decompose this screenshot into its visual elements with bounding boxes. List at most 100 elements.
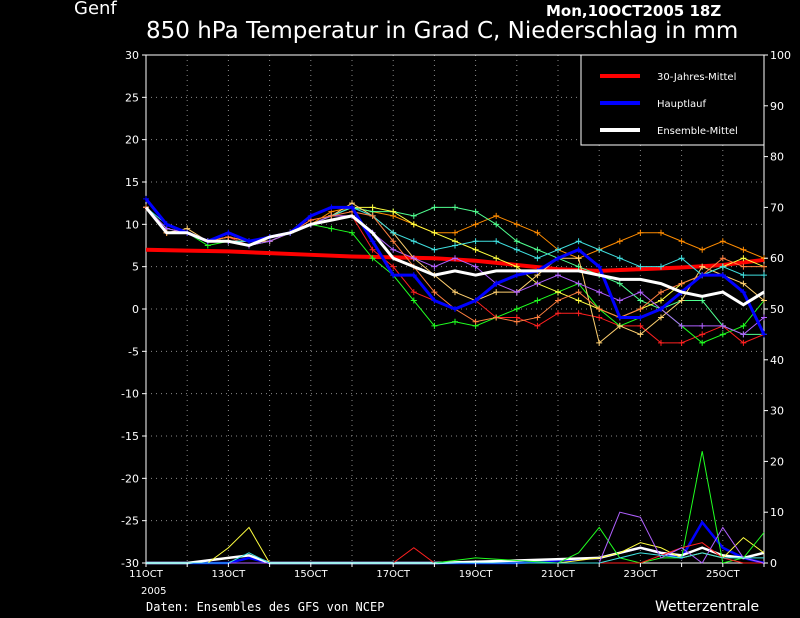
x-tick-label: 17OCT xyxy=(376,569,411,580)
temp-point xyxy=(390,238,397,245)
temp-point xyxy=(740,289,747,296)
temp-point xyxy=(472,246,479,253)
y-tick-label-left: -25 xyxy=(121,515,139,528)
y-tick-label-left: 10 xyxy=(125,218,139,231)
temp-point xyxy=(637,229,644,236)
temp-point xyxy=(493,280,500,287)
temp-point xyxy=(493,221,500,228)
temp-point xyxy=(493,255,500,262)
y-tick-label-right: 90 xyxy=(770,100,784,113)
temp-point xyxy=(328,204,335,211)
temp-point xyxy=(761,263,767,270)
temp-point xyxy=(410,297,417,304)
y-tick-label-right: 80 xyxy=(770,151,784,164)
temp-point xyxy=(431,246,438,253)
temp-point xyxy=(555,297,561,304)
temp-point xyxy=(616,280,623,287)
temp-point xyxy=(534,314,541,321)
y-tick-label-left: 30 xyxy=(125,49,139,62)
temp-point xyxy=(678,280,685,287)
temp-point xyxy=(431,289,438,296)
temp-point xyxy=(534,280,541,287)
brand-label: Wetterzentrale xyxy=(655,599,760,615)
temp-point xyxy=(410,238,417,245)
temp-point xyxy=(699,263,706,270)
temp-point xyxy=(596,289,603,296)
y-tick-label-right: 50 xyxy=(770,303,784,316)
temp-point xyxy=(513,221,520,228)
temp-point xyxy=(678,255,685,262)
temp-point xyxy=(616,255,623,262)
temp-point xyxy=(761,331,767,338)
temp-point xyxy=(534,246,541,253)
temp-point xyxy=(163,221,170,228)
y-tick-label-left: 5 xyxy=(132,261,139,274)
axes-layer: -30 -25 -20 -15 -10 -5 0 5 10 15 20 25 30 0 10 20 30 40 50… xyxy=(121,49,791,580)
temp-point xyxy=(369,246,376,253)
temp-point xyxy=(740,263,747,270)
temp-point xyxy=(719,263,726,270)
temp-point xyxy=(534,255,541,262)
temp-point xyxy=(719,238,726,245)
temp-point xyxy=(637,289,644,296)
temp-point xyxy=(390,246,397,253)
temp-point xyxy=(616,238,623,245)
temp-point xyxy=(410,289,417,296)
temp-point xyxy=(390,208,397,215)
temp-series xyxy=(143,195,767,338)
temp-point xyxy=(513,246,520,253)
chart-title: 850 hPa Temperatur in Grad C, Niederschl… xyxy=(146,18,739,44)
temp-point xyxy=(431,229,438,236)
temp-point xyxy=(349,229,355,236)
temp-point xyxy=(513,238,520,245)
temp-point xyxy=(410,255,417,262)
temp-point xyxy=(513,318,520,325)
x-tick-label: 25OCT xyxy=(706,569,741,580)
temp-point xyxy=(472,238,479,245)
y-tick-label-left: -30 xyxy=(121,557,139,570)
temp-point xyxy=(575,297,582,304)
x-tick-label: 13OCT xyxy=(212,569,247,580)
temp-point xyxy=(719,255,726,262)
temp-point xyxy=(410,212,417,219)
temp-point xyxy=(699,331,706,338)
x-tick-label: 11OCT xyxy=(129,569,164,580)
y-tick-label-right: 60 xyxy=(770,252,784,265)
temp-point xyxy=(678,322,685,329)
temp-point xyxy=(740,331,747,338)
temp-point xyxy=(431,297,438,304)
temp-point xyxy=(369,255,376,262)
temp-point xyxy=(719,331,726,338)
temp-point xyxy=(719,322,726,329)
temp-point xyxy=(513,272,520,279)
temp-point xyxy=(699,246,706,253)
temp-point xyxy=(699,297,706,304)
temp-point xyxy=(637,331,644,338)
temp-point xyxy=(740,280,747,287)
temp-point xyxy=(452,255,458,262)
temp-point xyxy=(678,297,685,304)
temp-point xyxy=(493,212,500,219)
temp-point xyxy=(390,272,397,279)
temp-point xyxy=(452,318,458,325)
temp-point xyxy=(699,272,706,279)
temp-series xyxy=(143,204,767,346)
temp-point xyxy=(534,297,541,304)
highlight-series-layer xyxy=(143,195,767,338)
temp-point xyxy=(575,280,582,287)
temp-point xyxy=(472,297,479,304)
temp-point xyxy=(699,322,706,329)
temp-point xyxy=(369,238,376,245)
temp-point xyxy=(513,306,520,312)
temp-point xyxy=(472,318,479,325)
temp-point xyxy=(761,272,767,279)
temp-point xyxy=(658,306,664,312)
temp-point xyxy=(431,322,438,329)
temp-point xyxy=(575,289,582,296)
x-tick-label: 23OCT xyxy=(624,569,659,580)
temp-point xyxy=(616,297,623,304)
temp-point xyxy=(390,229,397,236)
temp-point xyxy=(596,306,603,312)
model-run-time: Mon,10OCT2005 18Z xyxy=(546,2,722,20)
temp-point xyxy=(575,255,582,262)
